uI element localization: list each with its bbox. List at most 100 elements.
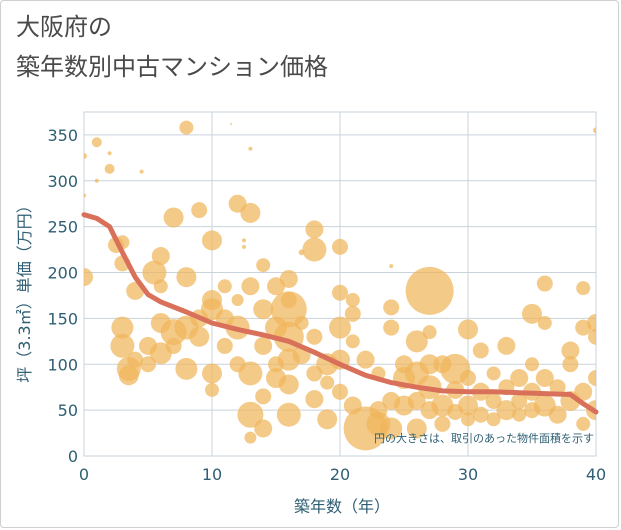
bubble-point: [537, 315, 552, 330]
bubbles: [84, 120, 596, 451]
y-tick-label: 250: [47, 218, 78, 237]
bubble-point: [111, 316, 134, 339]
bubble-point: [472, 406, 489, 423]
bubble-point: [305, 390, 324, 409]
bubble-point: [237, 401, 264, 428]
bubble-point: [305, 220, 324, 239]
x-tick-label: 30: [458, 465, 478, 484]
bubble-point: [104, 163, 115, 174]
x-tick-label: 40: [586, 465, 606, 484]
bubble-point: [332, 284, 348, 301]
bubble-point: [118, 365, 139, 386]
bubble-point: [202, 230, 222, 251]
bubble-point: [380, 417, 403, 440]
bubble-point: [242, 244, 246, 249]
bubble-point: [202, 363, 222, 384]
bubble-point: [383, 299, 400, 316]
bubble-point: [189, 326, 210, 347]
y-tick-label: 50: [58, 401, 78, 420]
bubble-point: [84, 153, 87, 160]
bubble-point: [562, 356, 579, 373]
bubble-point: [407, 391, 426, 410]
bubble-point: [576, 416, 591, 431]
bubble-point: [329, 316, 351, 339]
bubble-point: [332, 238, 348, 255]
bubble-point: [241, 277, 260, 296]
tick-labels: 0 10 20 30 40 0 50 100 150 200 250 300 350: [47, 126, 606, 484]
bubble-point: [151, 247, 170, 266]
bubble-point: [576, 281, 591, 296]
x-axis-title: 築年数（年）: [294, 497, 390, 516]
bubble-point: [302, 237, 327, 262]
bubble-point: [175, 357, 198, 380]
bubble-point: [110, 333, 135, 358]
bubble-point: [458, 395, 478, 416]
bubble-point: [587, 313, 596, 332]
y-tick-label: 300: [47, 172, 78, 191]
bubble-point: [345, 334, 360, 349]
bubble-point: [422, 325, 437, 340]
bubble-point: [548, 405, 567, 424]
bubble-point: [320, 375, 335, 390]
bubble-point: [406, 418, 427, 439]
y-tick-label: 200: [47, 264, 78, 283]
bubble-point: [231, 294, 244, 307]
bubble-point: [139, 169, 144, 174]
bubble-point: [179, 120, 194, 135]
bubble-point: [244, 431, 257, 444]
bubble-point: [588, 370, 596, 387]
bubble-point: [345, 293, 360, 308]
bubble-point: [84, 268, 93, 287]
bubble-point: [306, 328, 323, 345]
bubble-point: [248, 146, 253, 151]
bubble-point: [535, 369, 554, 388]
bubble-point: [176, 267, 197, 288]
bubble-point: [405, 266, 454, 315]
bubble-point: [254, 336, 273, 355]
trend-line-group: [81, 212, 599, 415]
bubble-point: [91, 137, 102, 148]
bubble-point: [344, 305, 361, 322]
bubble-point: [588, 328, 596, 345]
bubble-point: [238, 361, 263, 386]
bubble-point: [255, 388, 272, 405]
bubble-point: [405, 330, 428, 353]
bubble-point: [142, 260, 167, 285]
bubble-point: [230, 122, 233, 125]
bubble-point: [486, 412, 501, 427]
bubble-point: [205, 382, 219, 397]
bubble-point: [107, 151, 112, 156]
bubble-point: [356, 350, 375, 369]
bubble-point: [574, 382, 593, 401]
bubble-point: [512, 407, 527, 422]
y-tick-label: 100: [47, 355, 78, 374]
bubble-point: [278, 374, 299, 395]
y-axis-title: 坪（3.3㎡）単価（万円）: [15, 197, 34, 382]
bubble-point: [496, 400, 517, 421]
y-tick-label: 0: [68, 447, 78, 466]
chart-title-line-1: 大阪府の: [16, 13, 112, 41]
bubble-point: [153, 279, 168, 294]
y-tick-label: 150: [47, 309, 78, 328]
bubble-point: [434, 415, 451, 432]
bubble-point: [294, 315, 309, 330]
bubble-point: [217, 279, 232, 294]
bubble-point: [510, 369, 529, 388]
bubble-point: [94, 178, 99, 183]
y-tick-label: 350: [47, 126, 78, 145]
x-tick-label: 20: [330, 465, 350, 484]
bubble-point: [253, 299, 274, 320]
bubble-point: [191, 202, 208, 219]
bubble-point: [140, 356, 156, 373]
chart-title-line-2: 築年数別中古マンション価格: [16, 53, 328, 81]
bubble-point: [485, 392, 502, 409]
bubble-point: [525, 357, 539, 372]
bubble-point: [317, 409, 338, 430]
bubble-point: [165, 337, 182, 354]
bubble-point: [419, 354, 440, 375]
bubble-point: [461, 412, 475, 427]
bubble-point: [472, 342, 489, 359]
bubble-point: [383, 319, 400, 336]
